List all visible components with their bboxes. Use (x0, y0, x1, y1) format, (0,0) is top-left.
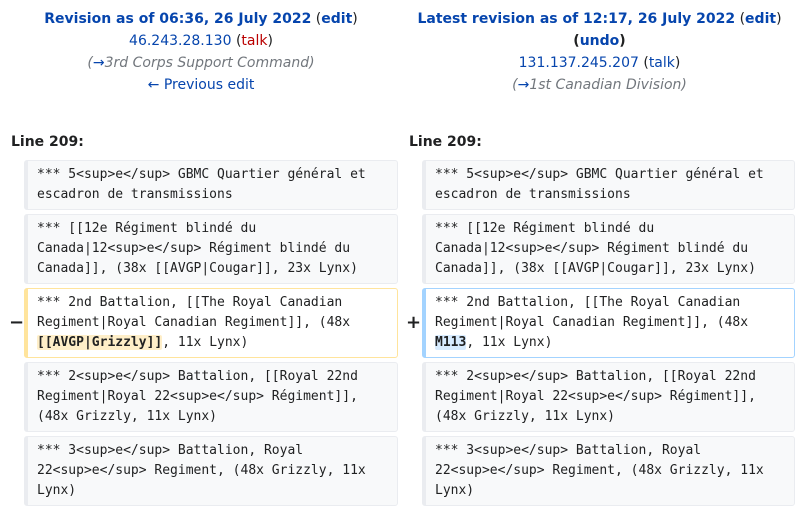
deleted-line: *** 2nd Battalion, [[The Royal Canadian … (24, 288, 398, 358)
old-revision-header: Revision as of 06:36, 26 July 2022 (edit… (0, 8, 402, 96)
old-line-number: Line 209: (11, 134, 84, 150)
old-user-link[interactable]: 46.243.28.130 (129, 33, 232, 49)
deleted-line-marker: − (9, 312, 25, 333)
added-line: *** 2nd Battalion, [[The Royal Canadian … (422, 288, 795, 358)
old-edit-link[interactable]: edit (321, 11, 353, 27)
undo-link[interactable]: undo (579, 33, 620, 49)
old-section-arrow-link[interactable]: → (92, 55, 105, 71)
old-talk-link[interactable]: talk (241, 33, 268, 49)
added-line-tail: , 11x Lynx) (466, 335, 553, 350)
context-line-old: *** [[12e Régiment blindé du Canada|12<s… (24, 214, 398, 284)
context-line-new: *** 3<sup>e</sup> Battalion, Royal 22<su… (422, 436, 795, 506)
new-section-arrow-link[interactable]: → (517, 77, 530, 93)
deleted-line-tail: , 11x Lynx) (162, 335, 249, 350)
deleted-word: [[AVGP|Grizzly]] (37, 335, 163, 350)
new-talk-link[interactable]: talk (648, 55, 675, 71)
context-line-new: *** 5<sup>e</sup> GBMC Quartier général … (422, 160, 795, 210)
context-line-old: *** 3<sup>e</sup> Battalion, Royal 22<su… (24, 436, 398, 506)
new-edit-link[interactable]: edit (745, 11, 777, 27)
new-user-link[interactable]: 131.137.245.207 (518, 55, 639, 71)
old-edit-summary: (→3rd Corps Support Command) (87, 55, 315, 71)
old-revision-link[interactable]: Revision as of 06:36, 26 July 2022 (44, 11, 312, 27)
added-line-marker: + (406, 312, 422, 333)
new-line-number: Line 209: (409, 134, 482, 150)
previous-edit-link[interactable]: ← Previous edit (147, 77, 255, 93)
added-word: M113 (435, 335, 467, 350)
deleted-line-text: *** 2nd Battalion, [[The Royal Canadian … (37, 295, 351, 330)
new-revision-link[interactable]: Latest revision as of 12:17, 26 July 202… (417, 11, 736, 27)
context-line-old: *** 2<sup>e</sup> Battalion, [[Royal 22n… (24, 362, 398, 432)
context-line-old: *** 5<sup>e</sup> GBMC Quartier général … (24, 160, 398, 210)
new-edit-summary: (→1st Canadian Division) (512, 77, 687, 93)
new-revision-header: Latest revision as of 12:17, 26 July 202… (400, 8, 799, 96)
added-line-text: *** 2nd Battalion, [[The Royal Canadian … (435, 295, 749, 330)
context-line-new: *** 2<sup>e</sup> Battalion, [[Royal 22n… (422, 362, 795, 432)
context-line-new: *** [[12e Régiment blindé du Canada|12<s… (422, 214, 795, 284)
